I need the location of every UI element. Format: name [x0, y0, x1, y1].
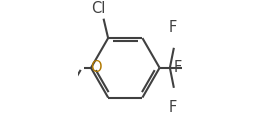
- Text: F: F: [174, 60, 182, 75]
- Text: F: F: [168, 20, 176, 35]
- Text: F: F: [168, 100, 176, 115]
- Text: Cl: Cl: [91, 1, 106, 16]
- Text: O: O: [90, 60, 101, 75]
